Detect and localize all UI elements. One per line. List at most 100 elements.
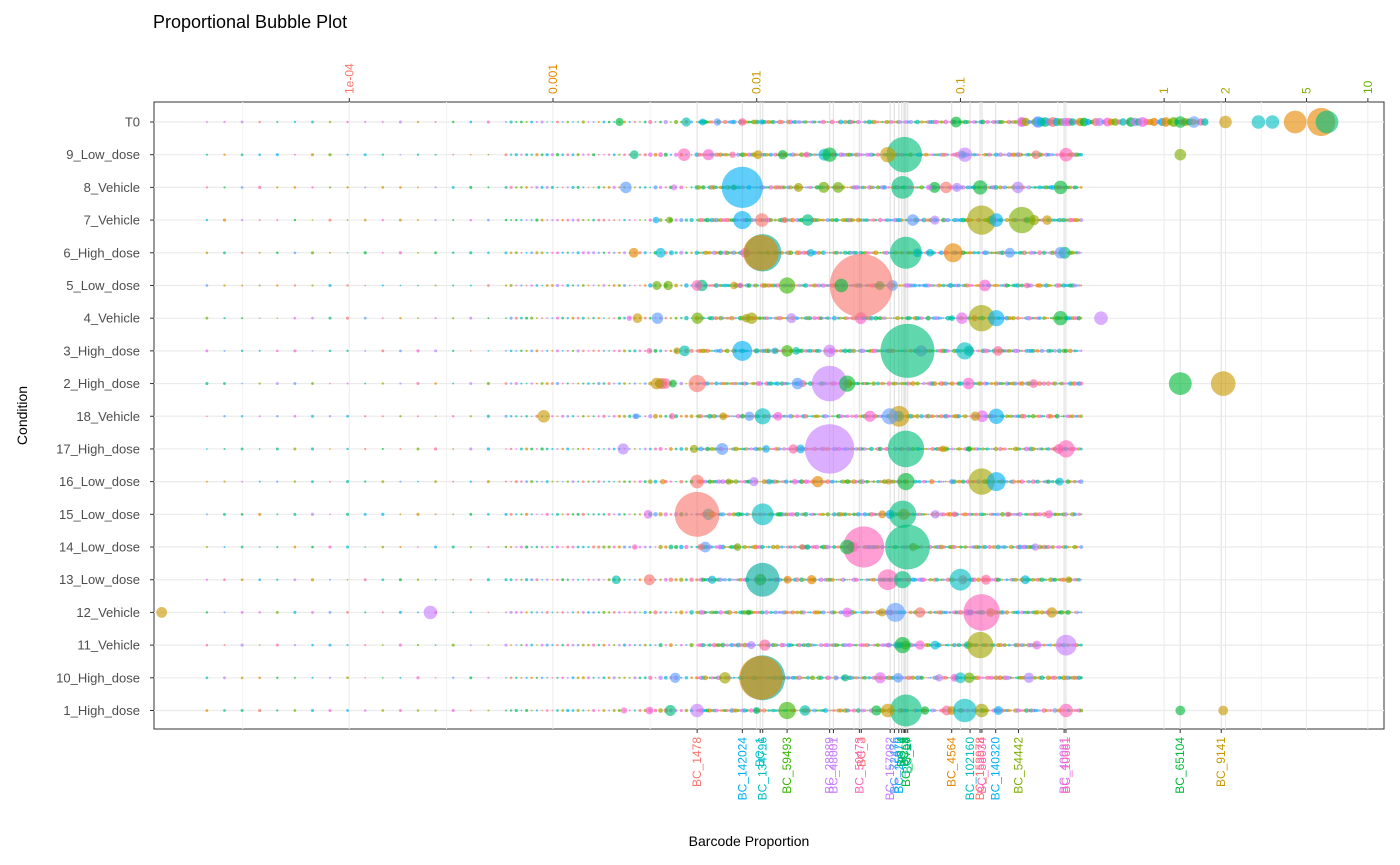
barcode-dot (998, 675, 1003, 681)
barcode-dot (671, 184, 678, 191)
barcode-dot (240, 545, 244, 549)
barcode-dot (876, 251, 880, 254)
barcode-dot (561, 643, 564, 647)
barcode-dot (592, 153, 596, 157)
barcode-dot (874, 672, 886, 684)
bottom-tick-label: BC_10681 (1059, 737, 1073, 794)
barcode-dot (825, 479, 831, 484)
barcode-dot (535, 382, 538, 385)
barcode-dot (876, 185, 880, 190)
barcode-dot (854, 577, 859, 582)
chart-title: Proportional Bubble Plot (153, 12, 348, 32)
barcode-dot (607, 186, 611, 189)
barcode-dot (572, 448, 574, 450)
barcode-dot (816, 121, 818, 123)
barcode-dot (628, 120, 631, 124)
barcode-dot (976, 251, 981, 255)
barcode-dot (856, 381, 861, 386)
barcode-dot (469, 218, 473, 222)
barcode-dot (618, 382, 621, 385)
barcode-dot (1007, 643, 1011, 647)
barcode-dot (817, 120, 821, 124)
barcode-dot (669, 447, 673, 451)
barcode-dot (717, 415, 720, 418)
barcode-dot (592, 513, 595, 516)
barcode-dot (850, 643, 854, 647)
barcode-dot (1040, 414, 1044, 418)
barcode-dot (1075, 185, 1079, 190)
barcode-dot (759, 480, 761, 483)
barcode-dot (519, 447, 523, 451)
barcode-dot (363, 709, 367, 712)
barcode-dot (504, 218, 508, 222)
barcode-dot (587, 415, 590, 418)
barcode-dot (699, 118, 707, 126)
barcode-dot (398, 251, 402, 255)
barcode-dot (695, 644, 698, 647)
barcode-dot (628, 414, 632, 418)
barcode-dot (1069, 546, 1072, 548)
barcode-dot (452, 349, 455, 353)
barcode-dot (1057, 283, 1062, 288)
barcode-dot (566, 186, 569, 189)
barcode-dot (653, 152, 658, 157)
barcode-dot (663, 512, 668, 517)
barcode-dot (328, 283, 332, 288)
barcode-dot (738, 577, 743, 582)
barcode-dot (653, 413, 658, 419)
barcode-dot (520, 251, 523, 254)
barcode-dot (807, 121, 810, 123)
barcode-dot (530, 546, 533, 549)
barcode-dot (714, 708, 719, 713)
barcode-dot (258, 153, 261, 156)
barcode-dot (726, 546, 729, 548)
barcode-dot (825, 643, 830, 648)
barcode-dot (788, 643, 793, 648)
barcode-dot (434, 415, 437, 418)
barcode-dot (900, 218, 904, 222)
barcode-dot (525, 349, 528, 353)
barcode-dot (689, 444, 699, 454)
barcode-dot (760, 544, 765, 550)
barcode-dot (1023, 513, 1026, 516)
barcode-dot (633, 644, 636, 647)
barcode-dot (883, 382, 886, 385)
barcode-dot (674, 545, 679, 550)
barcode-dot (399, 513, 402, 516)
barcode-dot (206, 448, 208, 450)
barcode-dot (794, 511, 800, 517)
y-tick-label: 9_Low_dose (66, 147, 140, 162)
barcode-dot (1057, 675, 1062, 680)
barcode-dot (814, 544, 820, 550)
barcode-dot (634, 284, 636, 287)
barcode-dot (556, 186, 559, 189)
barcode-dot (831, 676, 834, 679)
barcode-dot (1040, 643, 1044, 647)
barcode-dot (775, 479, 780, 484)
barcode-dot (885, 317, 888, 320)
barcode-dot (870, 644, 873, 646)
barcode-dot (1005, 414, 1009, 419)
bubble (887, 430, 925, 468)
barcode-dot (1037, 512, 1042, 517)
barcode-dot (878, 510, 887, 519)
y-tick-label: 6_High_dose (63, 245, 140, 260)
barcode-dot (917, 283, 922, 287)
barcode-dot (275, 153, 279, 157)
barcode-dot (240, 349, 244, 353)
barcode-dot (597, 709, 600, 712)
bubble (822, 147, 837, 162)
barcode-dot (515, 284, 518, 287)
barcode-dot (1041, 381, 1047, 386)
barcode-dot (603, 448, 605, 450)
barcode-dot (841, 674, 849, 682)
barcode-dot (863, 349, 867, 353)
barcode-dot (922, 513, 926, 516)
barcode-dot (649, 316, 652, 320)
barcode-dot (817, 218, 821, 222)
barcode-dot (1029, 512, 1033, 516)
barcode-dot (714, 414, 718, 418)
barcode-dot (795, 610, 800, 615)
barcode-dot (1042, 643, 1046, 647)
barcode-dot (205, 349, 209, 353)
